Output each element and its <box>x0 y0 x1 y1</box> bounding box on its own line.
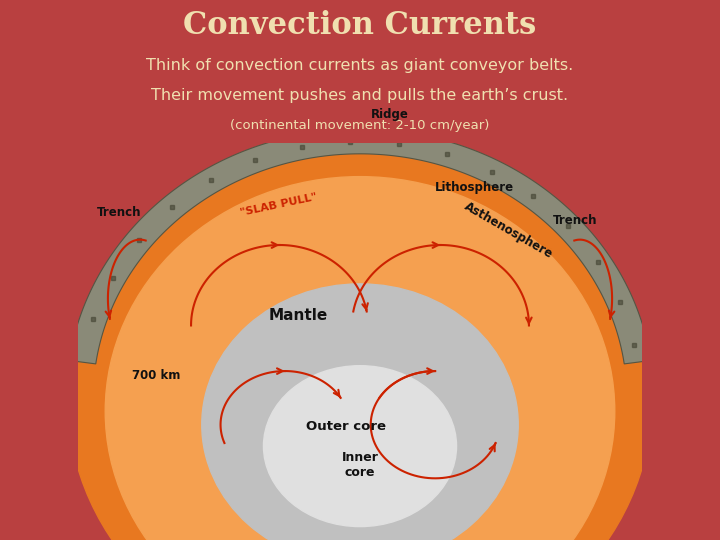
Text: 700 km: 700 km <box>132 369 181 382</box>
Text: Convection Currents: Convection Currents <box>184 10 536 41</box>
Polygon shape <box>69 129 651 364</box>
Text: Lithosphere: Lithosphere <box>435 181 514 194</box>
Text: Mantle: Mantle <box>269 308 328 323</box>
Ellipse shape <box>105 177 615 540</box>
Text: (continental movement: 2-10 cm/year): (continental movement: 2-10 cm/year) <box>230 119 490 132</box>
Ellipse shape <box>68 130 652 540</box>
Ellipse shape <box>202 284 518 540</box>
Text: Asthenosphere: Asthenosphere <box>462 200 555 261</box>
Text: Their movement pushes and pulls the earth’s crust.: Their movement pushes and pulls the eart… <box>151 89 569 103</box>
Text: Trench: Trench <box>553 213 598 227</box>
Text: "SLAB PULL": "SLAB PULL" <box>239 192 318 218</box>
Text: Think of convection currents as giant conveyor belts.: Think of convection currents as giant co… <box>146 58 574 73</box>
Text: Ridge: Ridge <box>371 109 409 122</box>
Text: Inner
core: Inner core <box>341 451 379 479</box>
Text: Trench: Trench <box>97 206 142 219</box>
Ellipse shape <box>264 366 456 526</box>
Text: Outer core: Outer core <box>307 420 387 433</box>
